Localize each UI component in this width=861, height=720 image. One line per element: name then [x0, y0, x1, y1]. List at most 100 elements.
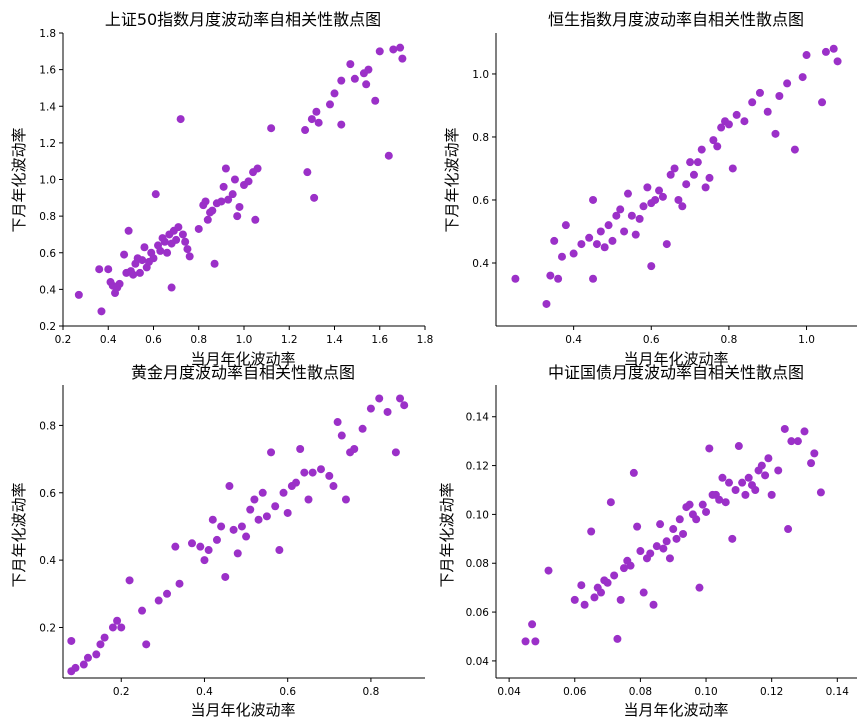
scatter-point [187, 539, 196, 548]
panel-2: 恒生指数月度波动率自相关性散点图 当月年化波动率 下月年化波动率 0.4 0.6 0… [443, 10, 857, 368]
scatter-point [511, 274, 520, 283]
scatter-point [233, 212, 242, 221]
scatter-point [672, 534, 681, 543]
scatter-point [384, 151, 393, 160]
y-tick-label: 1.2 [39, 138, 56, 150]
scatter-point [358, 424, 367, 433]
scatter-point [183, 245, 192, 254]
scatter-point [627, 211, 636, 220]
panel-3-marks: 0.2 0.4 0.6 0.8 0.2 0.4 0.6 0.8 [39, 385, 425, 698]
scatter-point [250, 495, 259, 504]
scatter-point [200, 556, 209, 565]
scatter-point [718, 473, 727, 482]
scatter-point [734, 442, 743, 451]
panel-3-xlabel: 当月年化波动率 [190, 701, 295, 719]
scatter-point [649, 600, 658, 609]
scatter-point [83, 653, 92, 662]
panel-4-title: 中证国债月度波动率自相关性散点图 [548, 363, 804, 382]
scatter-point [371, 96, 380, 105]
scatter-point [312, 107, 321, 116]
y-tick-label: 0.4 [39, 284, 56, 296]
scatter-point [142, 640, 151, 649]
scatter-point [337, 120, 346, 129]
scatter-point [97, 307, 106, 316]
scatter-point [755, 88, 764, 97]
scatter-point [221, 164, 230, 173]
scatter-point [623, 189, 632, 198]
scatter-point [732, 110, 741, 119]
scatter-point [337, 431, 346, 440]
scatter-point [129, 270, 138, 279]
scatter-point [669, 525, 678, 534]
scatter-point [208, 515, 217, 524]
scatter-point [816, 488, 825, 497]
scatter-point [774, 466, 783, 475]
y-tick-label: 0.14 [466, 412, 490, 424]
scatter-point [521, 637, 530, 646]
scatter-point [682, 180, 691, 189]
panel-2-xlabel: 当月年化波动率 [623, 350, 728, 368]
x-tick-label: 0.04 [497, 686, 521, 698]
y-tick-label: 0.2 [39, 622, 56, 634]
scatter-point [314, 118, 323, 127]
scatter-point [160, 237, 169, 246]
scatter-point [590, 593, 599, 602]
x-tick-label: 0.10 [694, 686, 717, 698]
scatter-point [235, 202, 244, 211]
scatter-point [181, 237, 190, 246]
scatter-point [818, 98, 827, 107]
scatter-point [612, 211, 621, 220]
scatter-point [767, 490, 776, 499]
scatter-point [228, 190, 237, 199]
scatter-point [267, 448, 276, 457]
scatter-point [589, 274, 598, 283]
scatter-point [138, 256, 147, 265]
y-tick-label: 0.06 [466, 607, 490, 619]
scatter-point [702, 507, 711, 516]
scatter-point [829, 44, 838, 53]
scatter-point [194, 224, 203, 233]
scatter-point [635, 214, 644, 223]
scatter-point [800, 427, 809, 436]
scatter-point [350, 444, 359, 453]
scatter-point [620, 227, 629, 236]
scatter-point [383, 407, 392, 416]
scatter-point [138, 606, 147, 615]
scatter-point [728, 164, 737, 173]
scatter-point [790, 145, 799, 154]
scatter-point [616, 595, 625, 604]
scatter-point [96, 640, 105, 649]
scatter-point [242, 532, 251, 541]
panel-2-marks: 0.4 0.6 0.8 1.0 0.4 0.6 0.8 1.0 [472, 33, 857, 346]
x-tick-label: 0.8 [363, 686, 380, 698]
scatter-point [217, 197, 226, 206]
scatter-point [728, 534, 737, 543]
scatter-point [283, 508, 292, 517]
scatter-point [619, 564, 628, 573]
scatter-point [271, 502, 280, 511]
scatter-point [396, 43, 405, 52]
x-tick-label: 0.12 [760, 686, 783, 698]
scatter-point [626, 561, 635, 570]
scatter-point [787, 437, 796, 446]
scatter-point [554, 274, 563, 283]
scatter-point [613, 634, 622, 643]
scatter-point [764, 454, 773, 463]
scatter-point [542, 299, 551, 308]
scatter-point [115, 279, 124, 288]
scatter-point [701, 183, 710, 192]
y-tick-label: 0.2 [39, 321, 56, 333]
scatter-point [597, 588, 606, 597]
scatter-point [196, 542, 205, 551]
scatter-point [154, 596, 163, 605]
scatter-point [201, 197, 210, 206]
x-tick-label: 0.6 [145, 334, 162, 346]
scatter-point [396, 394, 405, 403]
scatter-point [151, 190, 160, 199]
scatter-point [670, 164, 679, 173]
scatter-point [662, 537, 671, 546]
scatter-point [296, 444, 305, 453]
scatter-point [741, 490, 750, 499]
scatter-point [659, 544, 668, 553]
panel-1-xlabel: 当月年化波动率 [190, 350, 295, 368]
